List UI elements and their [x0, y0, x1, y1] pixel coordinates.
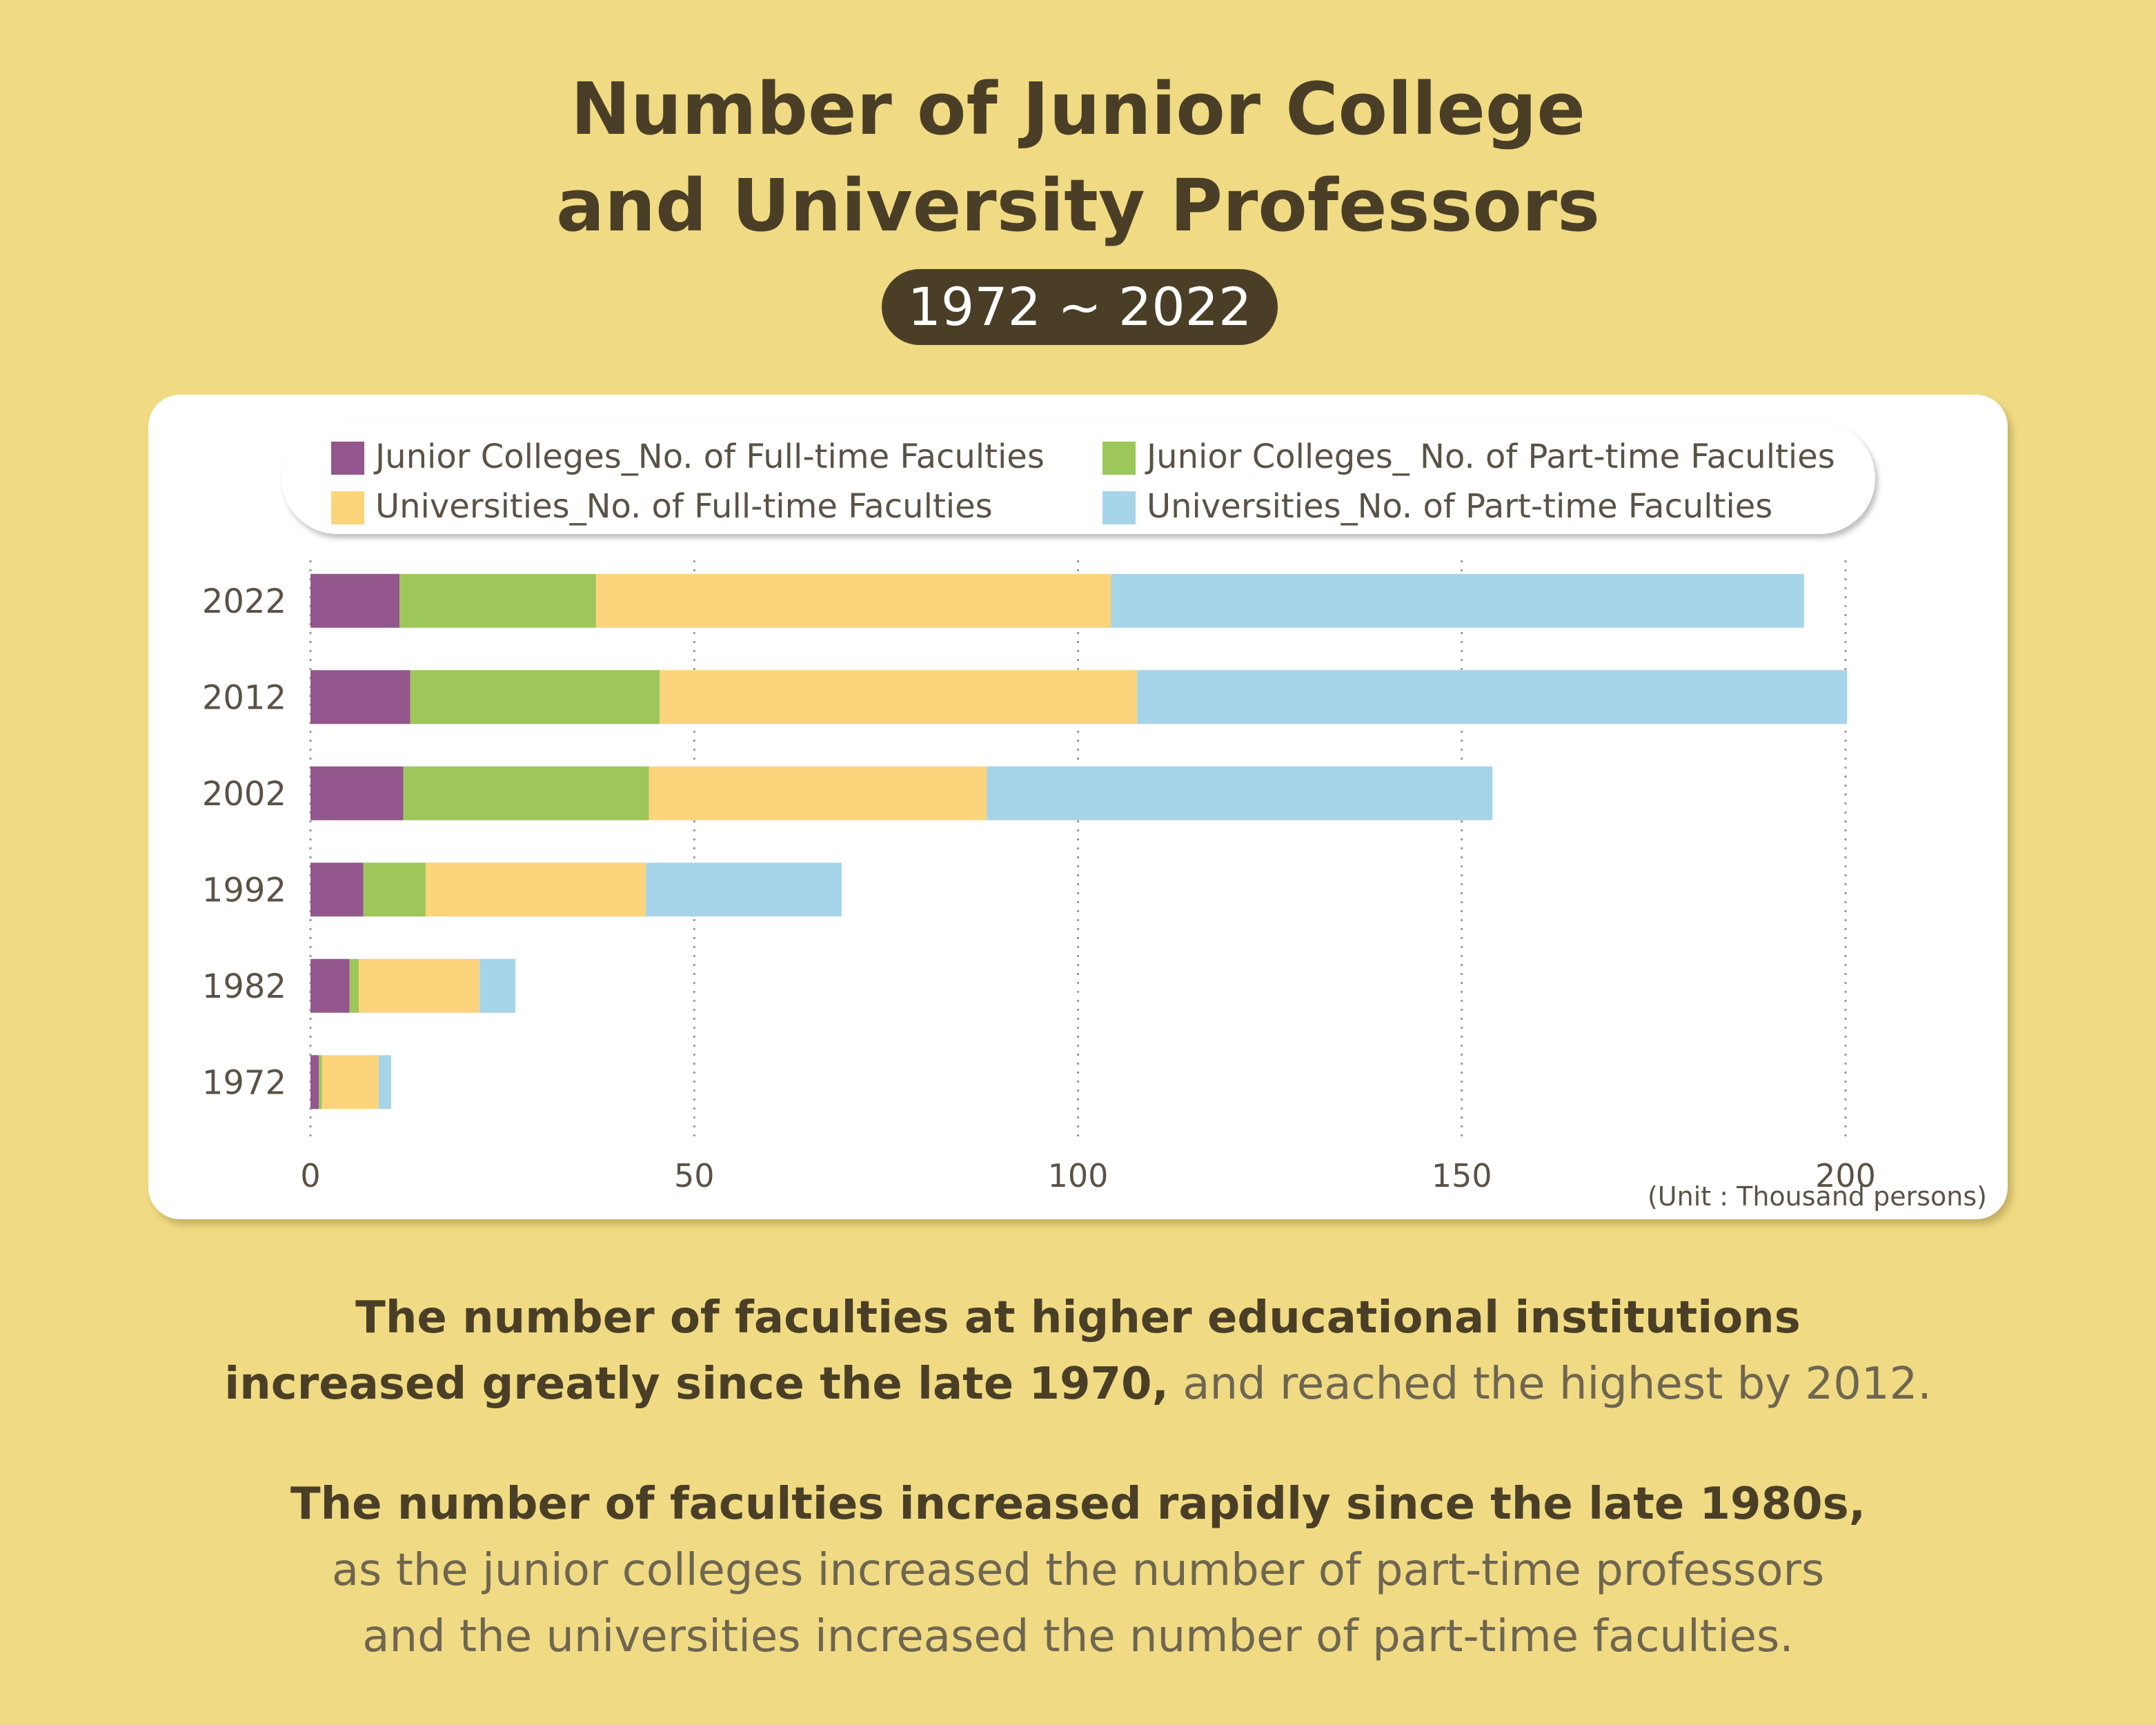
summary-2-line-3: and the universities increased the numbe…	[362, 1611, 1794, 1662]
bar-1972-uni-full	[322, 1055, 379, 1110]
bar-2012-jc-part	[410, 670, 660, 724]
x-tick-label-50: 50	[674, 1157, 715, 1194]
y-tick-label-1992: 1992	[202, 871, 286, 909]
legend-swatch-jc-part	[1102, 442, 1136, 475]
bar-1982-jc-full	[310, 958, 350, 1013]
x-tick-label-0: 0	[300, 1157, 320, 1194]
summary-1-line-2: increased greatly since the late 1970, a…	[0, 1351, 2156, 1417]
bar-1982-uni-full	[359, 958, 479, 1013]
bar-2002-jc-full	[310, 766, 404, 820]
title-line-2: and University Professors	[555, 164, 1601, 248]
bar-2022-uni-full	[595, 573, 1111, 628]
unit-label: (Unit : Thousand persons)	[1648, 1181, 1987, 1212]
legend-swatch-uni-part	[1102, 491, 1136, 524]
stacked-bar-chart: 2022 2012 2002 1992 1982 1972 0 50 100 150 200 (U…	[202, 560, 1987, 1212]
legend-swatch-jc-full	[331, 442, 364, 475]
summary-1-line-1: The number of faculties at higher educat…	[355, 1292, 1801, 1343]
bar-2022-jc-part	[399, 573, 596, 628]
bar-1972-jc-part	[319, 1055, 322, 1110]
bar-2022-uni-part	[1111, 573, 1804, 628]
year-range-badge: 1972 ~ 2022	[882, 269, 1278, 345]
y-tick-label-1972: 1972	[202, 1063, 286, 1102]
bar-2002-jc-part	[403, 766, 649, 820]
summary-paragraph-2: The number of faculties increased rapidl…	[0, 1471, 2156, 1670]
bar-1982-uni-part	[479, 958, 516, 1013]
summary-1-bold: increased greatly since the late 1970,	[224, 1359, 1169, 1410]
bar-2002-uni-full	[649, 766, 987, 820]
bar-1992-uni-full	[425, 862, 646, 917]
y-tick-label-1982: 1982	[202, 967, 286, 1006]
title-line-1: Number of Junior College	[571, 67, 1585, 151]
bar-1972-uni-part	[379, 1055, 391, 1110]
bar-2012-jc-full	[310, 670, 411, 724]
bar-1992-jc-part	[363, 862, 426, 917]
x-tick-label-150: 150	[1432, 1157, 1492, 1194]
bar-1992-jc-full	[310, 862, 364, 917]
y-tick-label-2012: 2012	[202, 678, 286, 717]
bar-1992-uni-part	[646, 862, 842, 917]
y-tick-label-2002: 2002	[202, 775, 286, 814]
bar-2012-uni-part	[1137, 670, 1848, 724]
legend-label-jc-full: Junior Colleges_No. of Full-time Faculti…	[375, 437, 1045, 476]
legend-label-uni-part: Universities_No. of Part-time Faculties	[1147, 487, 1773, 526]
y-tick-label-2022: 2022	[202, 582, 286, 621]
summary-2-line-2: as the junior colleges increased the num…	[331, 1545, 1825, 1596]
bar-1972-jc-full	[310, 1055, 319, 1110]
summary-paragraph-1: The number of faculties at higher educat…	[0, 1285, 2156, 1417]
chart-legend: Junior Colleges_No. of Full-time Faculti…	[281, 422, 1875, 534]
legend-swatch-uni-full	[331, 491, 364, 524]
bar-2012-uni-full	[660, 670, 1138, 724]
summary-1-light: and reached the highest by 2012.	[1168, 1359, 1932, 1410]
bar-2002-uni-part	[987, 766, 1493, 820]
page-title: Number of Junior College and University …	[0, 61, 2156, 254]
x-tick-label-200: 200	[1815, 1157, 1876, 1194]
bar-2022-jc-full	[310, 573, 400, 628]
legend-label-jc-part: Junior Colleges_ No. of Part-time Facult…	[1147, 437, 1835, 476]
bar-1982-jc-part	[349, 958, 359, 1013]
summary-2-line-1: The number of faculties increased rapidl…	[290, 1479, 1866, 1530]
legend-label-uni-full: Universities_No. of Full-time Faculties	[375, 487, 993, 526]
x-tick-label-100: 100	[1048, 1157, 1109, 1194]
